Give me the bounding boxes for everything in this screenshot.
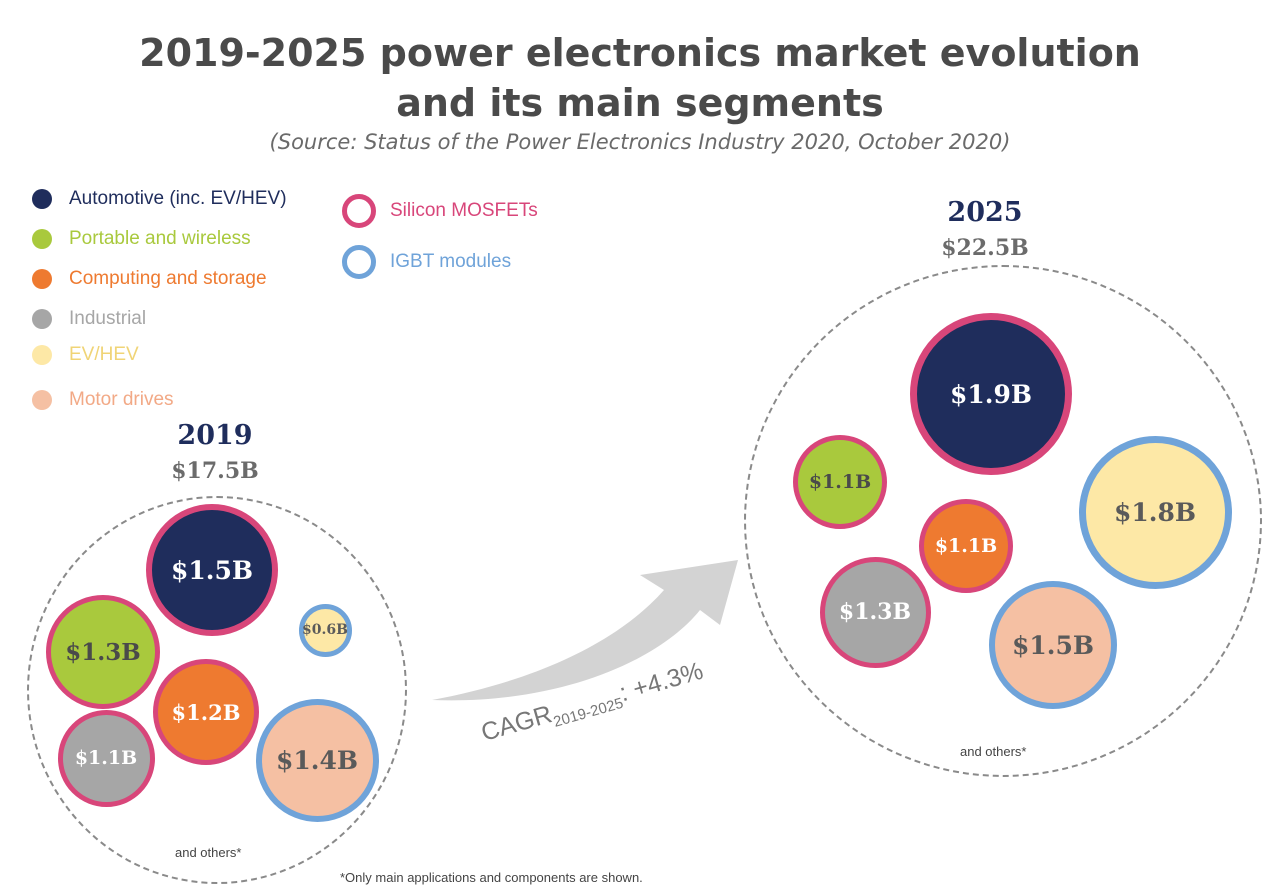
year-2019: 2019: [177, 420, 253, 451]
legend-label-mosfet: Silicon MOSFETs: [390, 200, 538, 221]
legend-ring-mosfet: [342, 194, 376, 228]
bubble-2025-5: $1.8B: [1078, 435, 1232, 589]
legend-item-automotive: Automotive (inc. EV/HEV): [32, 188, 287, 210]
legend-dot-computing: [32, 269, 52, 289]
legend-item-computing: Computing and storage: [32, 268, 267, 290]
legend-dot-portable: [32, 229, 52, 249]
legend-dot-motor: [32, 390, 52, 410]
footnote: *Only main applications and components a…: [340, 870, 643, 885]
bubble-2025-3: $1.1B: [919, 499, 1013, 593]
bubble-2019-3: $1.2B: [153, 659, 259, 765]
bubble-label: $1.1B: [934, 535, 998, 557]
outline-2025: [744, 265, 1262, 777]
bubble-label: $1.2B: [171, 699, 241, 725]
bubble-label: $1.1B: [74, 747, 138, 769]
legend-item-portable: Portable and wireless: [32, 228, 251, 250]
growth-arrow-shape: [432, 560, 738, 701]
year-2025: 2025: [947, 197, 1023, 228]
legend-label-computing: Computing and storage: [69, 268, 267, 289]
legend-item-mosfet: Silicon MOSFETs: [342, 194, 538, 228]
bubble-2025-4: $1.3B: [819, 556, 931, 668]
legend-label-motor: Motor drives: [69, 389, 174, 410]
bubble-label: $1.3B: [838, 599, 912, 625]
bubble-2019-2: $1.3B: [46, 595, 160, 709]
bubble-label: $1.1B: [808, 471, 872, 493]
and-others-2025: and others*: [960, 744, 1027, 759]
bubble-label: $0.6B: [302, 622, 348, 638]
bubble-2019-6: $1.4B: [255, 698, 379, 822]
bubble-label: $1.9B: [949, 379, 1033, 409]
legend-item-motor: Motor drives: [32, 389, 174, 411]
bubble-2019-1: $1.5B: [146, 504, 278, 636]
legend-dot-automotive: [32, 189, 52, 209]
and-others-2019: and others*: [175, 845, 242, 860]
legend-item-evhev: EV/HEV: [32, 344, 139, 366]
bubble-2025-1: $1.9B: [910, 313, 1072, 475]
chart-title-line-2: and its main segments: [396, 81, 884, 125]
outline-2019: [27, 496, 407, 884]
bubble-label: $1.3B: [65, 638, 141, 666]
bubble-2025-2: $1.1B: [793, 435, 887, 529]
legend-item-igbt: IGBT modules: [342, 245, 511, 279]
bubble-label: $1.4B: [275, 745, 359, 775]
bubble-label: $1.8B: [1113, 497, 1197, 527]
legend-label-igbt: IGBT modules: [390, 251, 512, 272]
total-2025: $22.5B: [941, 235, 1029, 261]
legend-label-automotive: Automotive (inc. EV/HEV): [69, 188, 287, 209]
legend-dot-evhev: [32, 345, 52, 365]
bubble-2025-6: $1.5B: [989, 581, 1117, 709]
total-2019: $17.5B: [171, 458, 259, 484]
bubble-2019-4: $1.1B: [57, 709, 155, 807]
legend-label-portable: Portable and wireless: [69, 228, 251, 249]
bubble-2019-5: $0.6B: [298, 603, 352, 657]
legend-label-industrial: Industrial: [69, 308, 147, 329]
chart-title-line-1: 2019-2025 power electronics market evolu…: [139, 31, 1141, 75]
bubble-label: $1.5B: [1011, 630, 1095, 660]
bubble-label: $1.5B: [170, 555, 254, 585]
legend-ring-igbt: [342, 245, 376, 279]
legend-label-evhev: EV/HEV: [69, 344, 139, 365]
legend-dot-industrial: [32, 309, 52, 329]
legend-item-industrial: Industrial: [32, 308, 146, 330]
chart-source: (Source: Status of the Power Electronics…: [269, 130, 1011, 154]
